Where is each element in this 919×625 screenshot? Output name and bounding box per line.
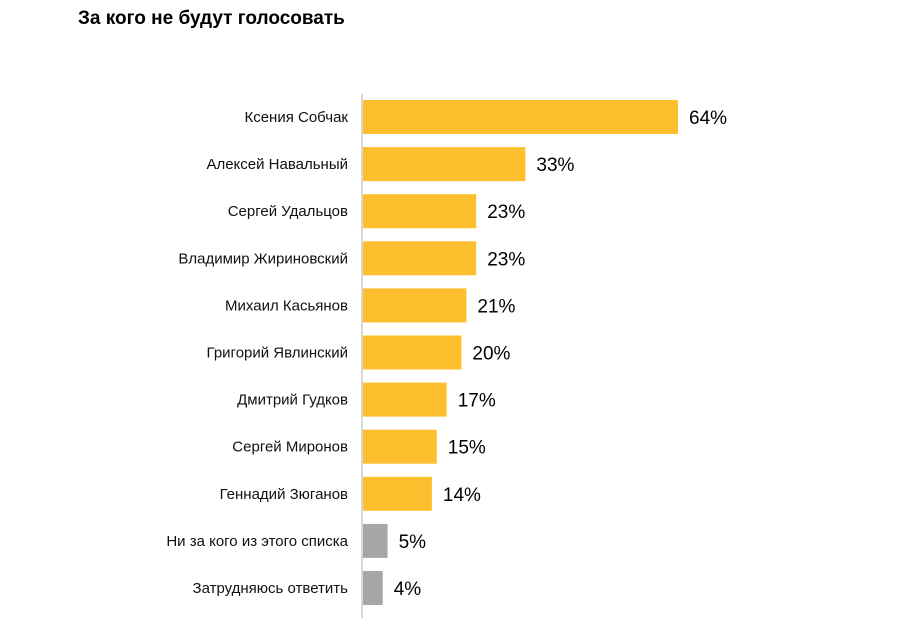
value-label: 4%	[394, 579, 422, 600]
category-label: Ни за кого из этого списка	[166, 533, 348, 550]
category-label: Григорий Явлинский	[207, 345, 348, 362]
category-label: Сергей Удальцов	[228, 203, 348, 220]
category-label: Геннадий Зюганов	[220, 486, 348, 503]
bar	[363, 476, 432, 511]
bar	[363, 523, 388, 558]
value-label: 21%	[477, 296, 515, 317]
category-label: Дмитрий Гудков	[237, 392, 348, 409]
bar	[363, 382, 447, 417]
value-label: 23%	[487, 249, 525, 270]
bar	[363, 571, 383, 605]
chart-title: За кого не будут голосовать	[78, 8, 345, 29]
category-label: Сергей Миронов	[232, 439, 348, 456]
category-label: Затрудняюсь ответить	[193, 580, 349, 597]
bar	[363, 100, 678, 134]
bar	[363, 194, 477, 229]
bar	[363, 429, 437, 464]
value-label: 23%	[487, 202, 525, 223]
value-label: 15%	[448, 438, 486, 459]
category-label: Михаил Касьянов	[225, 297, 348, 314]
value-label: 5%	[399, 532, 427, 553]
value-label: 33%	[536, 155, 574, 176]
value-label: 64%	[689, 108, 727, 129]
value-label: 17%	[458, 391, 496, 412]
value-label: 20%	[472, 344, 510, 365]
bar	[363, 335, 462, 370]
category-label: Владимир Жириновский	[178, 250, 348, 267]
category-label: Алексей Навальный	[206, 156, 348, 173]
bar	[363, 147, 526, 182]
category-label: Ксения Собчак	[244, 109, 348, 126]
value-label: 14%	[443, 485, 481, 506]
bar	[363, 288, 467, 323]
bar	[363, 241, 477, 276]
